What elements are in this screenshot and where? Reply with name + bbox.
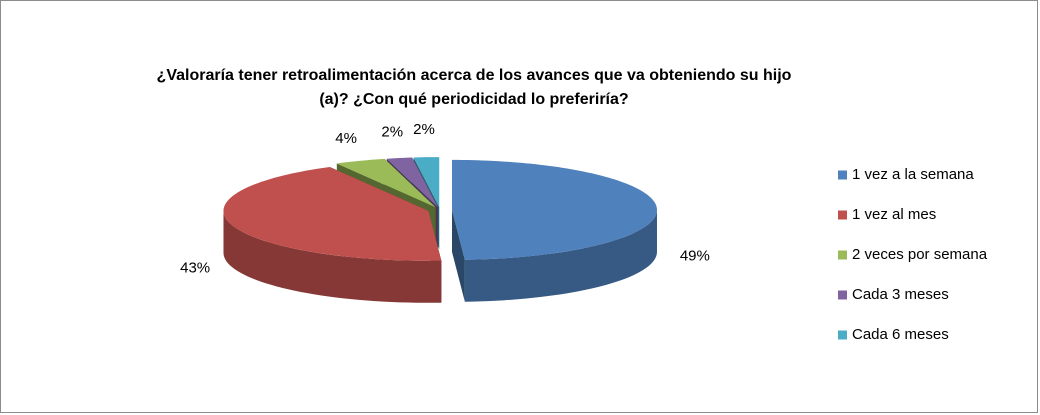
slice-top xyxy=(451,159,657,260)
legend-swatch xyxy=(838,210,847,220)
legend-label: Cada 6 meses xyxy=(852,326,949,343)
chart-title: ¿Valoraría tener retroalimentación acerc… xyxy=(156,67,792,108)
data-label: 4% xyxy=(335,130,357,147)
data-label: 49% xyxy=(680,247,710,264)
slice-top xyxy=(336,158,436,208)
slice xyxy=(451,159,657,302)
legend-label: Cada 3 meses xyxy=(852,286,949,303)
slice-side xyxy=(223,210,442,303)
slice xyxy=(223,167,442,303)
data-label: 2% xyxy=(381,123,403,140)
slice-side xyxy=(464,209,657,302)
legend-swatch xyxy=(838,250,847,260)
slice-wall xyxy=(451,209,465,302)
legend-label: 1 vez al mes xyxy=(852,206,936,223)
legend-label: 2 veces por semana xyxy=(852,246,988,263)
data-label: 2% xyxy=(413,121,435,138)
slice-top xyxy=(386,157,438,208)
legend-label: 1 vez a la semana xyxy=(852,166,974,183)
data-label: 43% xyxy=(180,260,210,277)
legend-swatch xyxy=(838,170,847,180)
slice-top xyxy=(223,167,442,261)
slice-top xyxy=(413,157,440,208)
legend-swatch xyxy=(838,290,847,300)
legend-swatch xyxy=(838,330,847,340)
